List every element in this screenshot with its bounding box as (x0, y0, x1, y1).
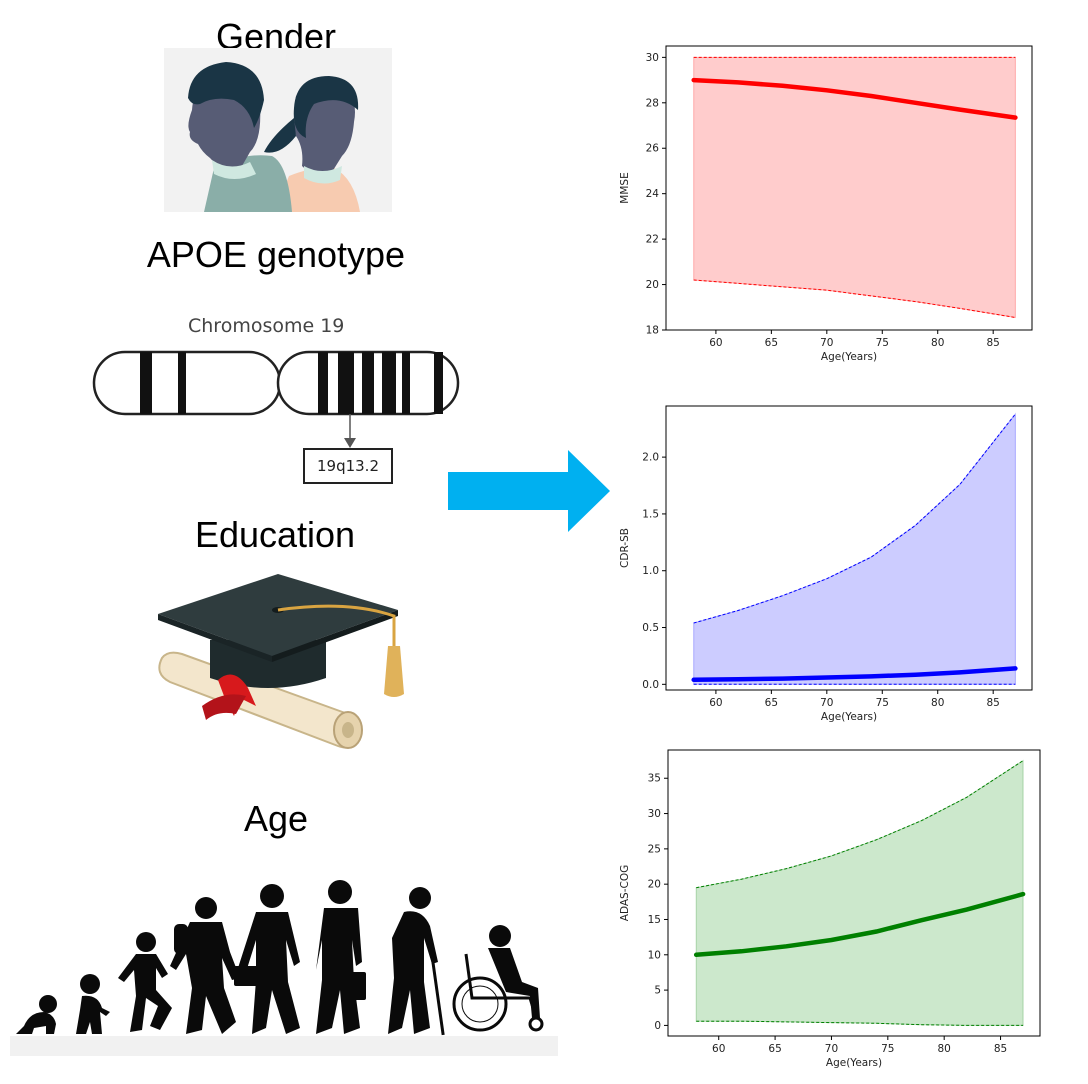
y-tick-label: 2.0 (642, 452, 659, 464)
x-tick-label: 65 (768, 1043, 781, 1055)
y-tick-label: 0 (654, 1020, 661, 1032)
x-tick-label: 85 (986, 697, 999, 709)
chromosome-diagram (92, 350, 460, 448)
y-tick-label: 30 (646, 52, 659, 64)
y-tick-label: 1.0 (642, 565, 659, 577)
x-tick-label: 85 (994, 1043, 1007, 1055)
cdr-sb-chart: 60 65 70 75 80 85 0.0 0.5 1.0 1.5 2.0 Age(Years) CDR… (619, 405, 1033, 723)
x-axis-label: Age(Years) (826, 1057, 882, 1069)
x-tick-label: 75 (876, 697, 889, 709)
y-tick-label: 0.0 (642, 679, 659, 691)
graduation-cap-illustration (158, 574, 404, 749)
gender-illustration (164, 48, 392, 212)
y-tick-label: 20 (646, 279, 659, 291)
adas-cog-chart: 60 65 70 75 80 85 0 5 10 15 20 25 30 35 Age(Years) ADAS… (619, 749, 1041, 1069)
x-tick-label: 75 (881, 1043, 894, 1055)
right-arrow-icon (448, 450, 610, 532)
upper-bound-line (693, 413, 1016, 624)
y-tick-label: 10 (648, 949, 661, 961)
y-tick-label: 20 (648, 879, 661, 891)
x-tick-label: 60 (709, 337, 722, 349)
confidence-band (695, 759, 1024, 1026)
x-tick-label: 60 (712, 1043, 725, 1055)
mean-line (693, 891, 1026, 958)
mmse-chart: 60 65 70 75 80 85 18 20 22 24 26 28 30 Age(Years) MMSE (619, 45, 1033, 363)
y-axis-label: CDR-SB (619, 528, 631, 568)
x-tick-label: 65 (765, 697, 778, 709)
y-tick-label: 15 (648, 914, 661, 926)
y-tick-label: 1.5 (642, 508, 659, 520)
y-tick-label: 26 (646, 143, 660, 155)
lower-bound-line (696, 1020, 1024, 1026)
x-tick-label: 80 (937, 1043, 950, 1055)
x-tick-label: 60 (709, 697, 722, 709)
x-tick-label: 70 (825, 1043, 838, 1055)
x-axis-label: Age(Years) (821, 351, 877, 363)
x-tick-label: 80 (931, 697, 944, 709)
y-tick-label: 28 (646, 97, 659, 109)
education-label: Education (194, 514, 356, 555)
mean-line (691, 666, 1018, 683)
upper-bound-line (696, 760, 1024, 889)
right-arrow-shape (448, 450, 610, 532)
confidence-band (693, 56, 1016, 319)
y-tick-label: 35 (648, 773, 661, 785)
x-axis-label: Age(Years) (821, 711, 877, 723)
y-tick-label: 0.5 (642, 622, 659, 634)
confidence-band (693, 412, 1016, 685)
plot-frame (667, 749, 1041, 1037)
chromosome-title: Chromosome 19 (188, 315, 345, 337)
human-aging-silhouettes (10, 880, 558, 1056)
x-tick-label: 85 (986, 337, 999, 349)
y-tick-label: 5 (654, 985, 661, 997)
y-tick-label: 24 (646, 188, 660, 200)
y-tick-label: 22 (646, 234, 659, 246)
band-label: 19q13.2 (303, 448, 393, 484)
x-tick-label: 75 (876, 337, 889, 349)
x-tick-label: 65 (765, 337, 778, 349)
apoe-label: APOE genotype (146, 234, 406, 275)
y-tick-label: 30 (648, 808, 661, 820)
y-axis-label: MMSE (619, 172, 631, 203)
y-axis-label: ADAS-COG (619, 865, 631, 921)
y-tick-label: 25 (648, 843, 661, 855)
lower-bound-line (693, 279, 1016, 318)
x-tick-label: 70 (820, 337, 833, 349)
mean-line (691, 77, 1018, 120)
x-tick-label: 80 (931, 337, 944, 349)
plot-frame (665, 405, 1033, 691)
plot-frame (665, 45, 1033, 331)
y-tick-label: 18 (646, 325, 659, 337)
x-tick-label: 70 (820, 697, 833, 709)
age-label: Age (243, 798, 309, 839)
